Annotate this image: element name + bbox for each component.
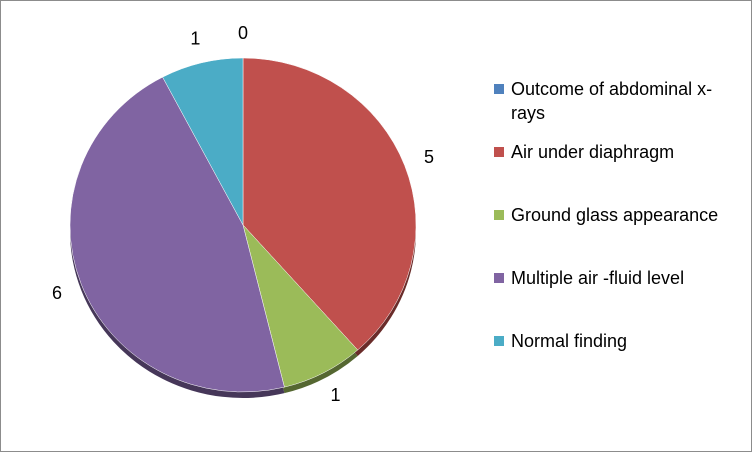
pie-slice	[242, 57, 417, 351]
pie-slice	[162, 57, 244, 226]
legend-swatch	[494, 336, 504, 346]
pie-slice	[69, 76, 285, 393]
data-label: 1	[330, 385, 340, 405]
legend-label: Outcome of abdominal x-rays	[511, 79, 713, 123]
data-label: 5	[424, 147, 434, 167]
legend-swatch	[494, 273, 504, 283]
data-label: 1	[190, 29, 200, 49]
legend-swatch	[494, 84, 504, 94]
legend-item: Normal finding	[494, 329, 741, 353]
legend-item: Ground glass appearance	[494, 203, 741, 227]
legend-label: Normal finding	[511, 331, 628, 351]
legend-item: Air under diaphragm	[494, 140, 741, 164]
legend-label: Air under diaphragm	[511, 142, 675, 162]
data-label: 6	[52, 283, 62, 303]
legend-item: Multiple air -fluid level	[494, 266, 741, 290]
legend-label: Multiple air -fluid level	[511, 268, 685, 288]
legend-swatch	[494, 210, 504, 220]
legend-label: Ground glass appearance	[511, 205, 719, 225]
legend-item: Outcome of abdominal x-rays	[494, 77, 741, 125]
data-label: 0	[238, 23, 248, 43]
legend-swatch	[494, 147, 504, 157]
